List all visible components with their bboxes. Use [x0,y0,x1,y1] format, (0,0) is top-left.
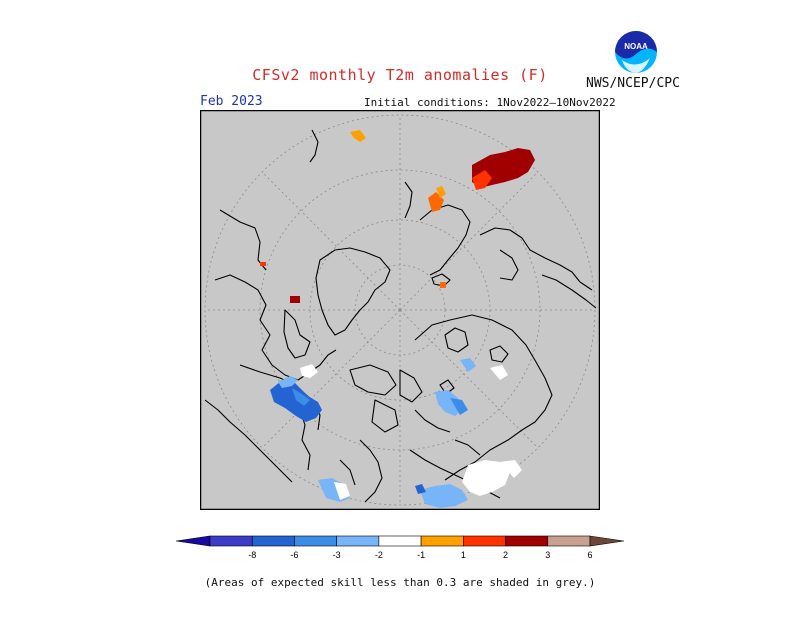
colorbar-bin [420,535,464,547]
colorbar-tick-label: 6 [587,550,592,560]
colorbar-bin [336,535,380,547]
graticule [204,114,596,506]
colorbar-tick-label: -8 [248,550,256,560]
colorbar-tick-label: 2 [503,550,508,560]
colorbar-tick-label: -6 [290,550,298,560]
colorbar-bin [251,535,295,547]
colorbar-bin [463,535,506,547]
colorbar-labels: -8-6-3-2-112368 [248,550,630,560]
colorbar-bin [547,535,591,547]
colorbar-tick-label: 1 [461,550,466,560]
colorbar: -8-6-3-2-112368 [175,535,630,560]
colorbar-bin [378,535,422,547]
coastlines [204,129,597,503]
agency-label: NWS/NCEP/CPC [586,76,680,91]
noaa-logo-text: NOAA [624,42,648,51]
colorbar-bin [209,535,253,547]
map-frame [200,110,600,510]
polar-map [200,110,600,510]
colorbar-bin [294,535,337,547]
colorbar-tick-label: -2 [375,550,383,560]
forecast-month: Feb 2023 [200,94,263,109]
anomaly-shading [260,130,535,508]
footnote: (Areas of expected skill less than 0.3 a… [204,576,596,589]
colorbar-bin [589,535,625,547]
colorbar-tick-label: -1 [417,550,425,560]
colorbar-bins [175,535,625,547]
colorbar-bin [505,535,549,547]
colorbar-tick-label: -3 [333,550,341,560]
colorbar-bin [175,535,211,547]
initial-conditions: Initial conditions: 1Nov2022–10Nov2022 [364,96,616,109]
map-title: CFSv2 monthly T2m anomalies (F) [252,66,548,84]
colorbar-tick-label: 3 [545,550,550,560]
noaa-logo: NOAA [615,31,657,73]
